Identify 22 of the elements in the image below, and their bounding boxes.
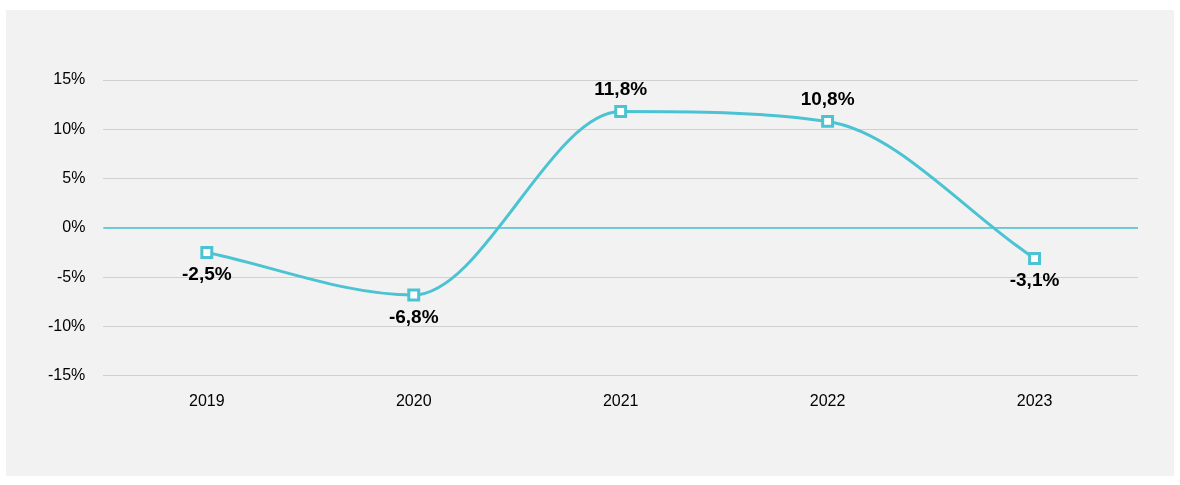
x-tick-label: 2023 [1016, 391, 1053, 409]
x-tick-label: 2022 [809, 391, 846, 409]
y-tick-label: -5% [56, 267, 86, 285]
data-label: 10,8% [800, 88, 855, 110]
y-tick-label: 5% [62, 169, 86, 187]
data-label: 11,8% [594, 78, 648, 100]
point [821, 114, 835, 128]
y-tick-label: 0% [62, 218, 86, 236]
data-label: -6,8% [388, 305, 439, 327]
data-label: -3,1% [1009, 269, 1060, 291]
x-tick-label: 2020 [395, 391, 432, 409]
x-tick-label: 2021 [602, 391, 639, 409]
y-tick-label: 15% [53, 70, 86, 88]
x-tick-label: 2019 [189, 391, 225, 409]
point [407, 288, 421, 302]
y-tick-label: -10% [47, 316, 86, 334]
point [1028, 252, 1041, 265]
data-label: -2,5% [182, 263, 232, 285]
point [200, 246, 214, 259]
y-tick-label: 10% [53, 119, 86, 137]
y-tick-label: -15% [47, 366, 86, 384]
point [614, 105, 628, 118]
